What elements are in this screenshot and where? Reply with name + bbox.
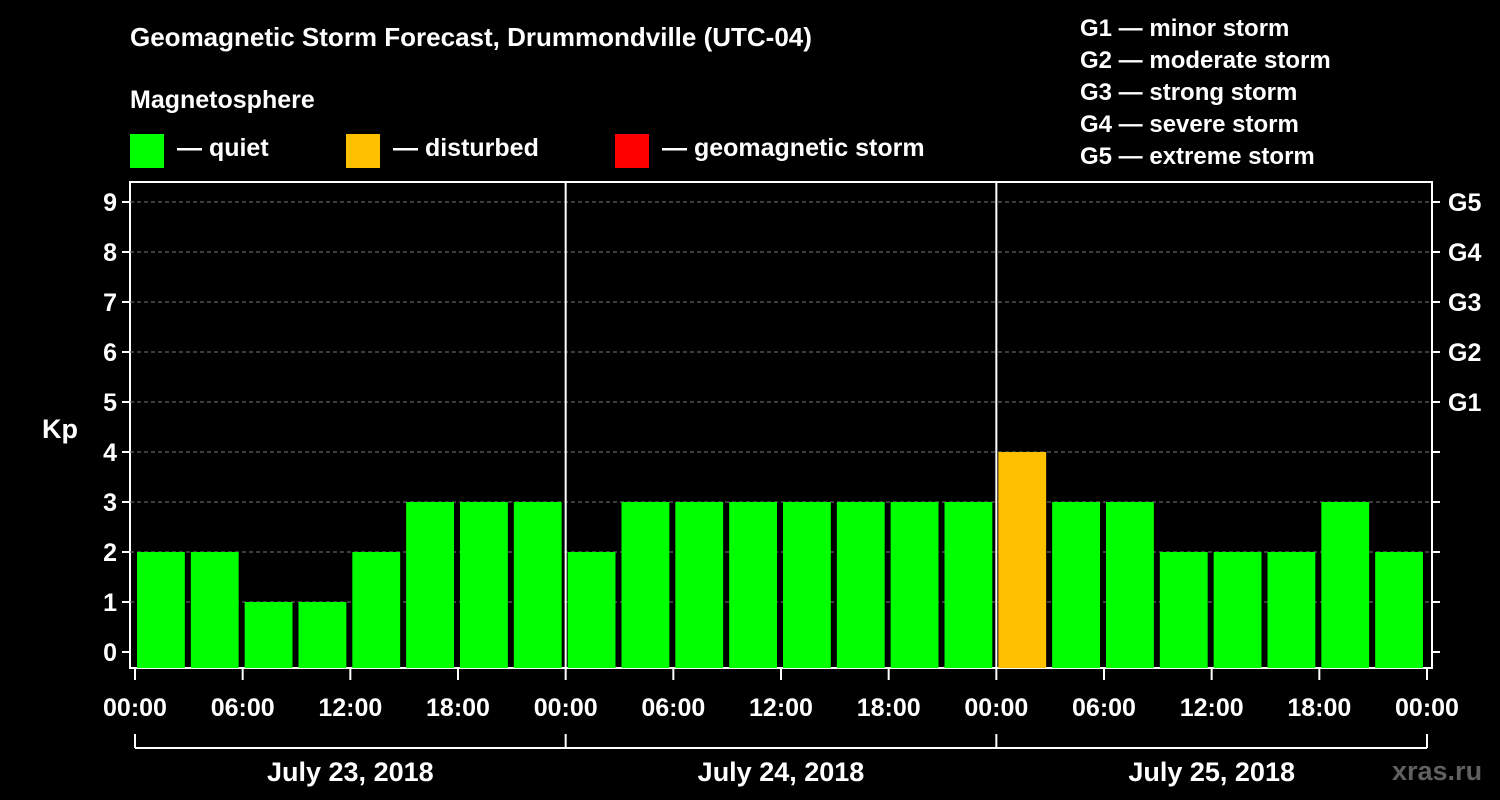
g-level-axis-label: G4	[1448, 239, 1481, 267]
storm-level-g1: G1 — minor storm	[1080, 15, 1290, 42]
x-tick-label: 12:00	[1180, 694, 1244, 722]
kp-bar-8	[567, 552, 616, 668]
kp-bar-1	[190, 552, 239, 668]
legend-swatch-quiet	[130, 134, 164, 168]
y-tick-label: 0	[103, 639, 117, 667]
y-tick-label: 6	[103, 339, 117, 367]
kp-bar-0	[137, 552, 185, 668]
x-tick-label: 12:00	[749, 694, 813, 722]
kp-bar-5	[406, 502, 454, 668]
y-tick-label: 8	[103, 239, 117, 267]
g-level-axis-label: G3	[1448, 289, 1481, 317]
watermark: xras.ru	[1392, 756, 1483, 786]
y-tick-label: 3	[103, 489, 117, 517]
x-tick-label: 12:00	[318, 694, 382, 722]
y-tick-label: 7	[103, 289, 117, 317]
kp-bar-3	[298, 602, 347, 668]
kp-bar-23	[1375, 552, 1423, 668]
legend-label-quiet: — quiet	[177, 134, 269, 162]
kp-bar-22	[1321, 502, 1370, 668]
day-label: July 23, 2018	[267, 757, 434, 787]
g-level-axis-label: G2	[1448, 339, 1481, 367]
kp-bar-12	[783, 502, 831, 668]
day-label: July 24, 2018	[698, 757, 865, 787]
legend-label-disturbed: — disturbed	[393, 134, 539, 162]
x-tick-label: 06:00	[211, 694, 275, 722]
g-level-axis-label: G5	[1448, 189, 1481, 217]
y-tick-label: 2	[103, 539, 117, 567]
kp-bar-20	[1213, 552, 1262, 668]
kp-bar-13	[836, 502, 885, 668]
x-tick-label: 06:00	[1072, 694, 1136, 722]
x-tick-label: 00:00	[964, 694, 1028, 722]
magnetosphere-heading: Magnetosphere	[130, 86, 315, 114]
storm-level-g2: G2 — moderate storm	[1080, 47, 1331, 74]
x-tick-label: 00:00	[1395, 694, 1459, 722]
legend-swatch-disturbed	[346, 134, 380, 168]
kp-bar-15	[944, 502, 993, 668]
kp-bar-21	[1267, 552, 1316, 668]
day-label: July 25, 2018	[1128, 757, 1295, 787]
x-tick-label: 00:00	[103, 694, 167, 722]
kp-bar-14	[890, 502, 939, 668]
x-tick-label: 06:00	[641, 694, 705, 722]
storm-level-g3: G3 — strong storm	[1080, 79, 1298, 106]
x-tick-label: 00:00	[534, 694, 598, 722]
x-tick-label: 18:00	[426, 694, 490, 722]
legend-label-storm: — geomagnetic storm	[662, 134, 925, 162]
kp-bar-11	[729, 502, 777, 668]
kp-bar-7	[513, 502, 562, 668]
g-level-axis-label: G1	[1448, 389, 1481, 417]
y-tick-label: 1	[103, 589, 117, 617]
legend-swatch-storm	[615, 134, 649, 168]
y-tick-label: 4	[103, 439, 117, 467]
kp-bar-6	[460, 502, 508, 668]
kp-bar-2	[244, 602, 293, 668]
x-tick-label: 18:00	[857, 694, 921, 722]
y-axis-label: Kp	[42, 414, 78, 444]
storm-level-g4: G4 — severe storm	[1080, 111, 1299, 138]
y-tick-label: 5	[103, 389, 117, 417]
y-tick-label: 9	[103, 189, 117, 217]
kp-bar-17	[1052, 502, 1100, 668]
storm-level-g5: G5 — extreme storm	[1080, 143, 1315, 170]
x-tick-label: 18:00	[1287, 694, 1351, 722]
kp-bar-10	[675, 502, 724, 668]
kp-bar-9	[621, 502, 670, 668]
kp-bar-18	[1106, 502, 1154, 668]
chart-title: Geomagnetic Storm Forecast, Drummondvill…	[130, 22, 812, 52]
kp-bar-19	[1159, 552, 1208, 668]
kp-bar-16	[998, 452, 1047, 668]
kp-bar-4	[352, 552, 401, 668]
